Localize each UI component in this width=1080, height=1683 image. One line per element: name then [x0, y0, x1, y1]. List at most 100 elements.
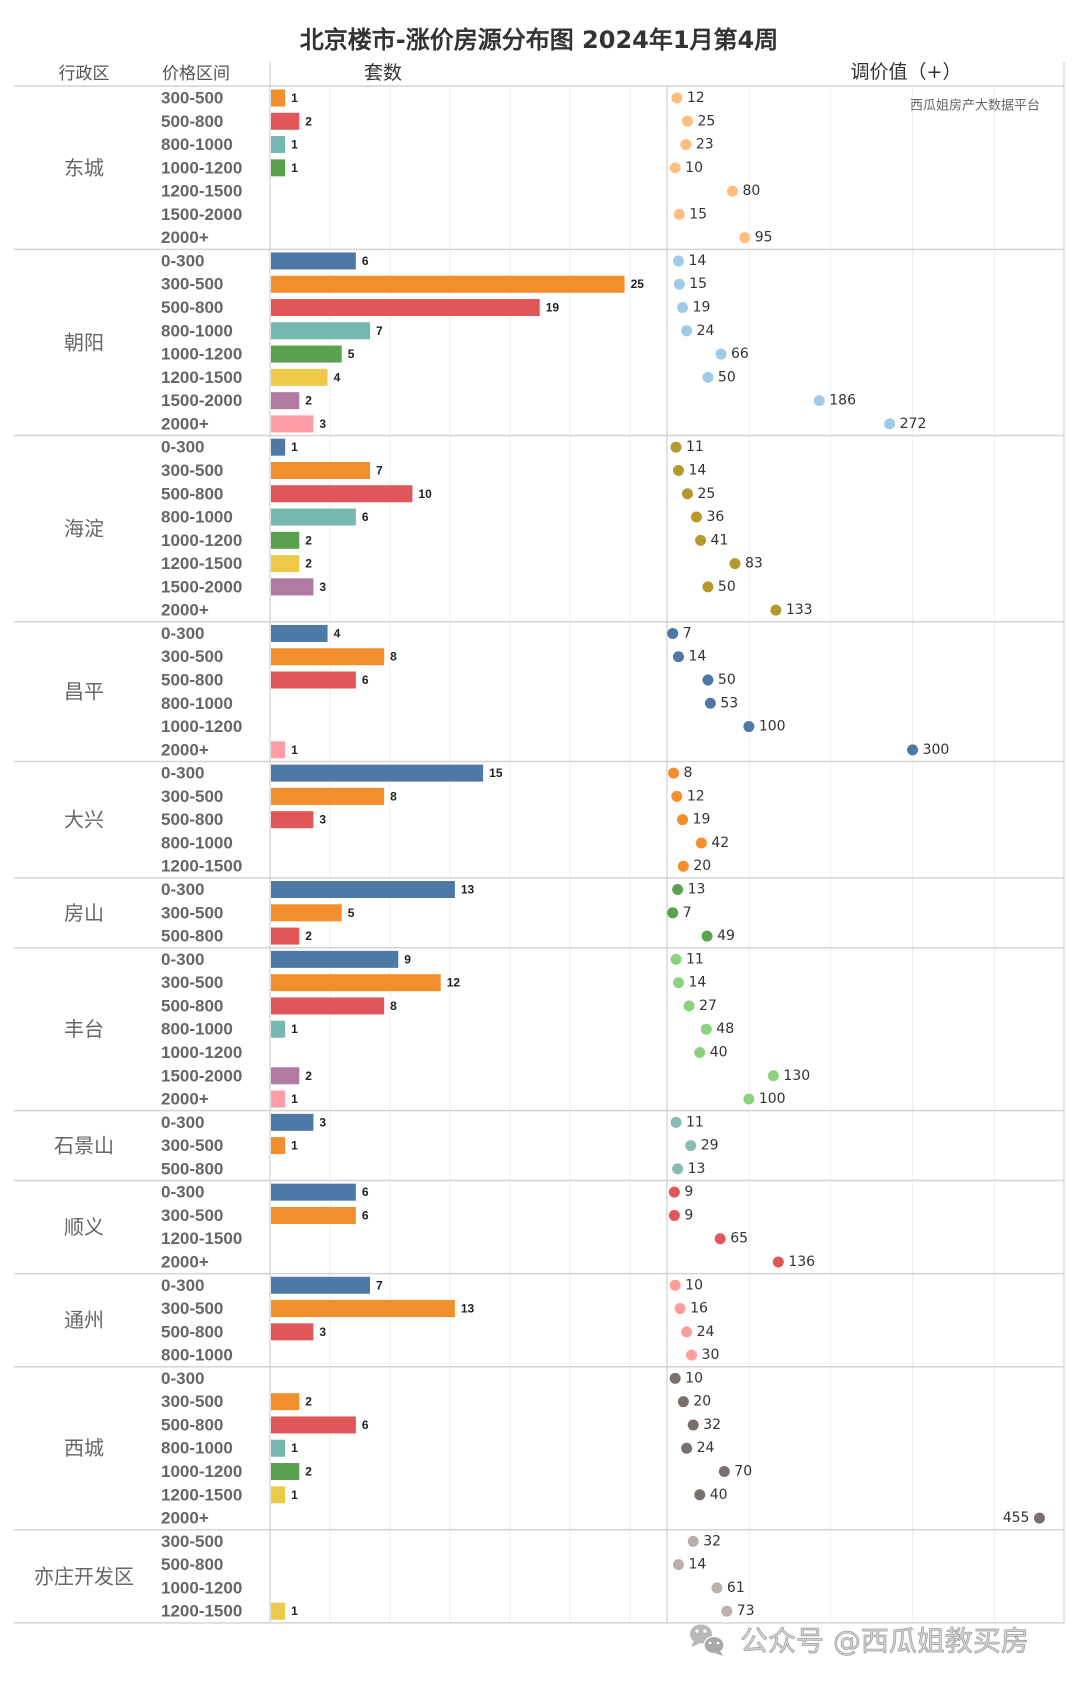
price-range-label: 1000-1200 [161, 158, 242, 177]
adjustment-dot [670, 1116, 682, 1128]
adjustment-label: 15 [689, 276, 707, 292]
district-label: 亦庄开发区 [34, 1564, 134, 1588]
adjustment-label: 65 [730, 1231, 748, 1247]
header-count: 套数 [364, 62, 402, 84]
table-row: 300-500 8 14 [161, 647, 706, 666]
adjustment-dot [681, 325, 693, 337]
count-label: 6 [362, 673, 369, 687]
price-range-label: 0-300 [161, 438, 204, 457]
adjustment-dot [772, 1256, 784, 1268]
price-range-label: 800-1000 [161, 135, 233, 154]
table-row: 300-500 7 14 [161, 461, 706, 480]
adjustment-label: 36 [706, 509, 724, 525]
adjustment-dot [767, 1070, 779, 1082]
adjustment-label: 12 [687, 788, 705, 804]
price-range-label: 2000+ [161, 414, 209, 433]
count-label: 1 [291, 1139, 298, 1153]
price-range-label: 2000+ [161, 601, 209, 620]
count-label: 1 [291, 91, 298, 105]
count-bar [271, 1300, 455, 1318]
table-row: 2000+ 136 [161, 1253, 815, 1272]
adjustment-dot [670, 953, 682, 965]
header-price-range: 价格区间 [162, 64, 230, 84]
adjustment-label: 186 [829, 393, 856, 409]
district-label: 顺义 [64, 1215, 104, 1239]
count-bar [271, 159, 286, 177]
table-row: 300-500 1 29 [161, 1136, 719, 1155]
price-range-label: 500-800 [161, 996, 223, 1015]
count-bar [271, 1137, 286, 1155]
table-row: 1500-2000 3 50 [161, 577, 736, 596]
price-range-label: 1000-1200 [161, 1462, 242, 1481]
table-row: 0-300 10 [161, 1369, 703, 1388]
price-range-label: 0-300 [161, 764, 204, 783]
adjustment-label: 66 [731, 346, 749, 362]
adjustment-dot [671, 790, 683, 802]
table-row: 0-300 6 9 [161, 1183, 693, 1202]
count-bar [271, 648, 385, 666]
count-bar [271, 368, 328, 386]
count-bar [271, 671, 356, 689]
count-label: 1 [291, 440, 298, 454]
adjustment-label: 19 [693, 300, 711, 316]
table-row: 300-500 13 16 [161, 1299, 708, 1318]
adjustment-label: 32 [703, 1417, 721, 1433]
adjustment-dot [669, 1372, 681, 1384]
price-range-label: 500-800 [161, 1159, 223, 1178]
count-bar [271, 555, 300, 573]
table-row: 300-500 5 7 [161, 903, 692, 922]
adjustment-dot [715, 348, 727, 360]
count-bar [271, 741, 286, 759]
count-label: 2 [305, 114, 312, 128]
adjustment-dot [695, 534, 707, 546]
district-group: 0-300 6 9 300-500 6 9 1200-1500 65 2000+ 136 顺义 [14, 1183, 1064, 1275]
adjustment-dot [672, 255, 684, 267]
price-range-label: 1000-1200 [161, 345, 242, 364]
adjustment-dot [672, 464, 684, 476]
count-bar [271, 252, 356, 270]
adjustment-label: 9 [684, 1207, 693, 1223]
adjustment-dot [668, 1209, 680, 1221]
adjustment-label: 130 [783, 1068, 810, 1084]
price-range-label: 1200-1500 [161, 857, 242, 876]
table-row: 1000-1200 1 10 [161, 158, 703, 177]
footer-watermark: 公众号 @西瓜姐教买房 [690, 1624, 1029, 1658]
count-bar [271, 1323, 314, 1341]
price-range-label: 300-500 [161, 89, 223, 108]
price-range-label: 500-800 [161, 810, 223, 829]
count-bar [271, 1206, 356, 1224]
count-bar [271, 997, 385, 1015]
count-label: 2 [305, 929, 312, 943]
count-bar [271, 508, 356, 526]
adjustment-label: 14 [688, 649, 706, 665]
price-range-label: 0-300 [161, 1369, 204, 1388]
adjustment-label: 41 [711, 532, 729, 548]
adjustment-dot [729, 558, 741, 570]
adjustment-dot [694, 1046, 706, 1058]
table-row: 0-300 1 11 [161, 438, 704, 457]
adjustment-label: 10 [685, 1370, 703, 1386]
count-label: 4 [334, 626, 341, 640]
table-row: 500-800 6 32 [161, 1415, 721, 1434]
price-range-label: 500-800 [161, 1555, 223, 1574]
adjustment-label: 20 [693, 858, 711, 874]
table-row: 1500-2000 15 [161, 205, 707, 224]
table-row: 500-800 8 27 [161, 996, 717, 1015]
adjustment-label: 300 [923, 742, 950, 758]
count-label: 3 [319, 580, 326, 594]
adjustment-label: 13 [688, 1161, 706, 1177]
district-group: 0-300 4 7 300-500 8 14 500-800 6 50 800-1000 53 100… [14, 624, 1064, 763]
table-row: 1200-1500 20 [161, 857, 711, 876]
count-label: 15 [489, 766, 503, 780]
table-row: 1200-1500 1 40 [161, 1485, 728, 1504]
count-bar [271, 345, 342, 363]
table-row: 500-800 6 50 [161, 671, 736, 690]
table-row: 300-500 2 20 [161, 1392, 711, 1411]
adjustment-dot [718, 1466, 730, 1478]
table-row: 1200-1500 4 50 [161, 368, 736, 387]
count-label: 1 [291, 1092, 298, 1106]
table-row: 500-800 3 24 [161, 1322, 715, 1341]
